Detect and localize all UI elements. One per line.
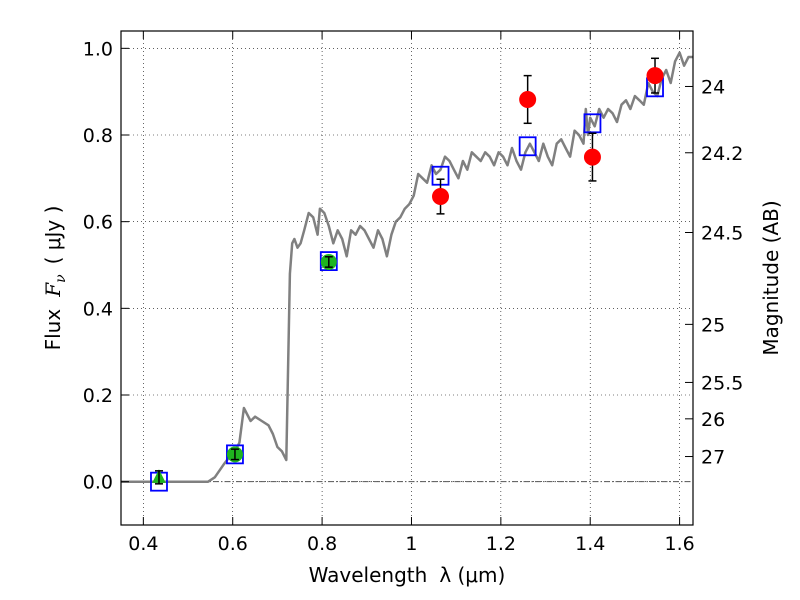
right-tick-label: 24.2 [701, 143, 743, 165]
model-point-square [518, 136, 537, 157]
x-tick-label: 1 [405, 533, 417, 555]
x-tick-label: 0.4 [128, 533, 158, 555]
observed-red-point [432, 188, 450, 206]
right-magnitude-ticks: 24 24.2 24.5 25 25.5 26 27 [685, 76, 743, 469]
y-axis-label: Flux Fν ( μJy ) [41, 206, 69, 351]
y-tick-label: 0.4 [83, 298, 113, 320]
y-axis-label-text: Flux [41, 309, 65, 351]
sed-model-line [121, 51, 693, 483]
y-axis-label-symbol: F [41, 282, 65, 298]
plot-background [121, 31, 693, 525]
x-axis-label-symbol: λ (μm) [439, 563, 505, 587]
right-tick-label: 24.5 [701, 223, 743, 245]
x-tick-label: 1.2 [486, 533, 516, 555]
x-axis-label-text: Wavelength [309, 563, 428, 587]
x-tick-label: 1.6 [664, 533, 694, 555]
right-tick-label: 27 [701, 447, 725, 469]
y-tick-label: 0.6 [83, 212, 113, 234]
y-axis-label-subscript: ν [53, 274, 69, 283]
plot-frame [120, 30, 694, 526]
y-tick-label: 0.2 [83, 385, 113, 407]
right-axis-label: Magnitude (AB) [759, 200, 783, 355]
y-tick-label: 0.8 [83, 125, 113, 147]
y-tick-label: 0.0 [83, 472, 113, 494]
observed-red-point [583, 148, 601, 166]
x-axis-label: Wavelength λ (μm) [309, 563, 506, 587]
model-point-square [319, 251, 338, 272]
right-tick-label: 25 [701, 314, 725, 336]
y-ticks: 0.0 0.2 0.4 0.6 0.8 1.0 [83, 38, 129, 494]
right-tick-label: 24 [701, 76, 725, 98]
x-ticks: 0.4 0.6 0.8 1 1.2 1.4 1.6 [128, 31, 695, 555]
right-tick-label: 26 [701, 409, 725, 431]
x-tick-label: 1.4 [575, 533, 605, 555]
y-tick-label: 1.0 [83, 38, 113, 60]
right-tick-label: 25.5 [701, 372, 743, 394]
x-tick-label: 0.6 [218, 533, 248, 555]
observed-red-point [646, 67, 664, 85]
x-tick-label: 0.8 [307, 533, 337, 555]
observed-red-point [519, 90, 537, 108]
model-point-square [583, 113, 602, 134]
series-group [121, 51, 693, 492]
y-axis-label-unit: ( μJy ) [41, 206, 65, 265]
